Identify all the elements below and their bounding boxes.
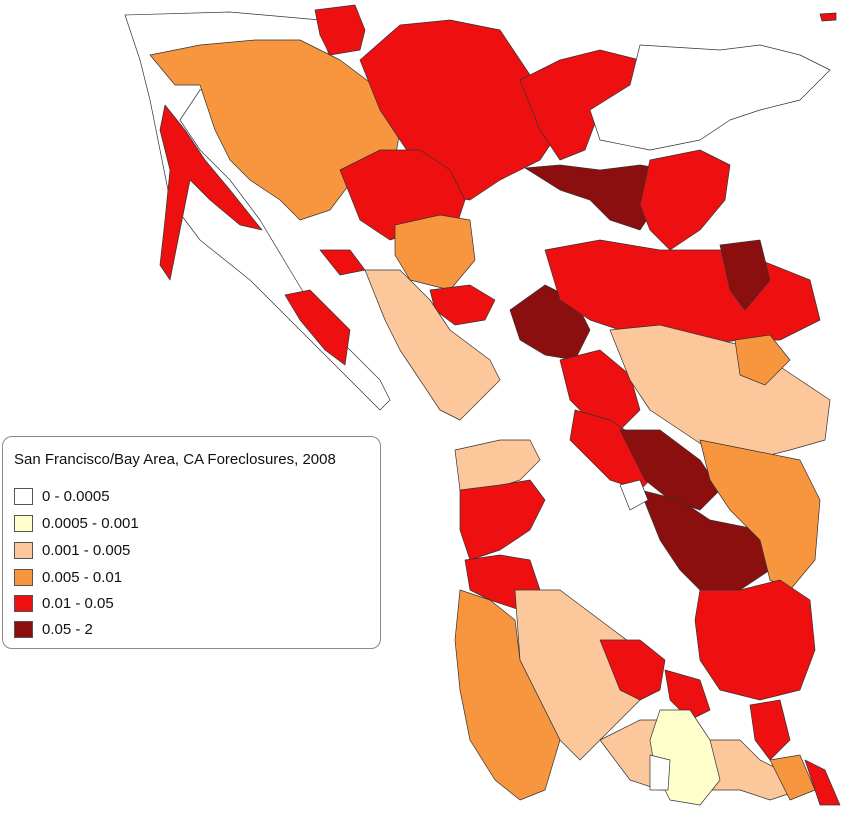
map-region-marin-west: [149, 39, 401, 221]
map-region-fairfax: [319, 249, 366, 276]
legend-label: 0 - 0.0005: [42, 487, 110, 505]
legend-label: 0.05 - 2: [42, 620, 93, 638]
map-region-san-leandro: [639, 489, 771, 591]
map-region-berkeley: [559, 349, 641, 431]
legend-item: 0.0005 - 0.001: [14, 513, 139, 533]
map-region-alameda-island: [619, 479, 649, 511]
legend-swatch: [14, 514, 33, 532]
legend-item: 0.001 - 0.005: [14, 540, 130, 560]
map-region-alameda: [619, 429, 721, 511]
map-region-sausalito: [394, 214, 476, 291]
map-region-san-mateo: [514, 589, 661, 761]
map-region-los-altos: [649, 754, 671, 791]
map-region-redwood-city: [599, 639, 666, 701]
legend-title: San Francisco/Bay Area, CA Foreclosures,…: [14, 451, 336, 468]
legend-item: 0.05 - 2: [14, 619, 93, 639]
map-region-point-reyes: [159, 104, 263, 281]
legend-swatch: [14, 594, 33, 612]
legend-swatch: [14, 620, 33, 638]
map-region-bolinas: [284, 289, 351, 366]
map-region-concord: [734, 334, 791, 386]
legend-label: 0.005 - 0.01: [42, 568, 123, 586]
map-region-fairfield: [639, 149, 731, 251]
map-region-sf-south: [459, 479, 546, 561]
legend-label: 0.0005 - 0.001: [42, 514, 139, 532]
legend-item: 0.01 - 0.05: [14, 593, 114, 613]
map-region-palo-alto: [664, 669, 711, 721]
map-region-santa-clara: [804, 759, 841, 806]
legend-swatch: [14, 541, 33, 559]
map-region-fremont: [694, 579, 816, 701]
legend-swatch: [14, 487, 33, 505]
legend-label: 0.001 - 0.005: [42, 541, 131, 559]
map-region-dixon: [589, 44, 831, 151]
map-region-san-jose: [749, 699, 791, 761]
map-region-mill-valley: [364, 269, 501, 421]
map-region-pittsburg: [719, 239, 771, 311]
legend-label: 0.01 - 0.05: [42, 594, 114, 612]
legend-item: 0 - 0.0005: [14, 486, 110, 506]
map-region-petaluma: [314, 4, 366, 56]
map-region-pacifica: [454, 589, 561, 801]
map-region-walnut-creek: [609, 324, 831, 461]
legend-item: 0.005 - 0.01: [14, 567, 122, 587]
map-region-small-ne: [819, 12, 837, 22]
legend-swatch: [14, 568, 33, 586]
map-legend: San Francisco/Bay Area, CA Foreclosures,…: [2, 436, 381, 649]
